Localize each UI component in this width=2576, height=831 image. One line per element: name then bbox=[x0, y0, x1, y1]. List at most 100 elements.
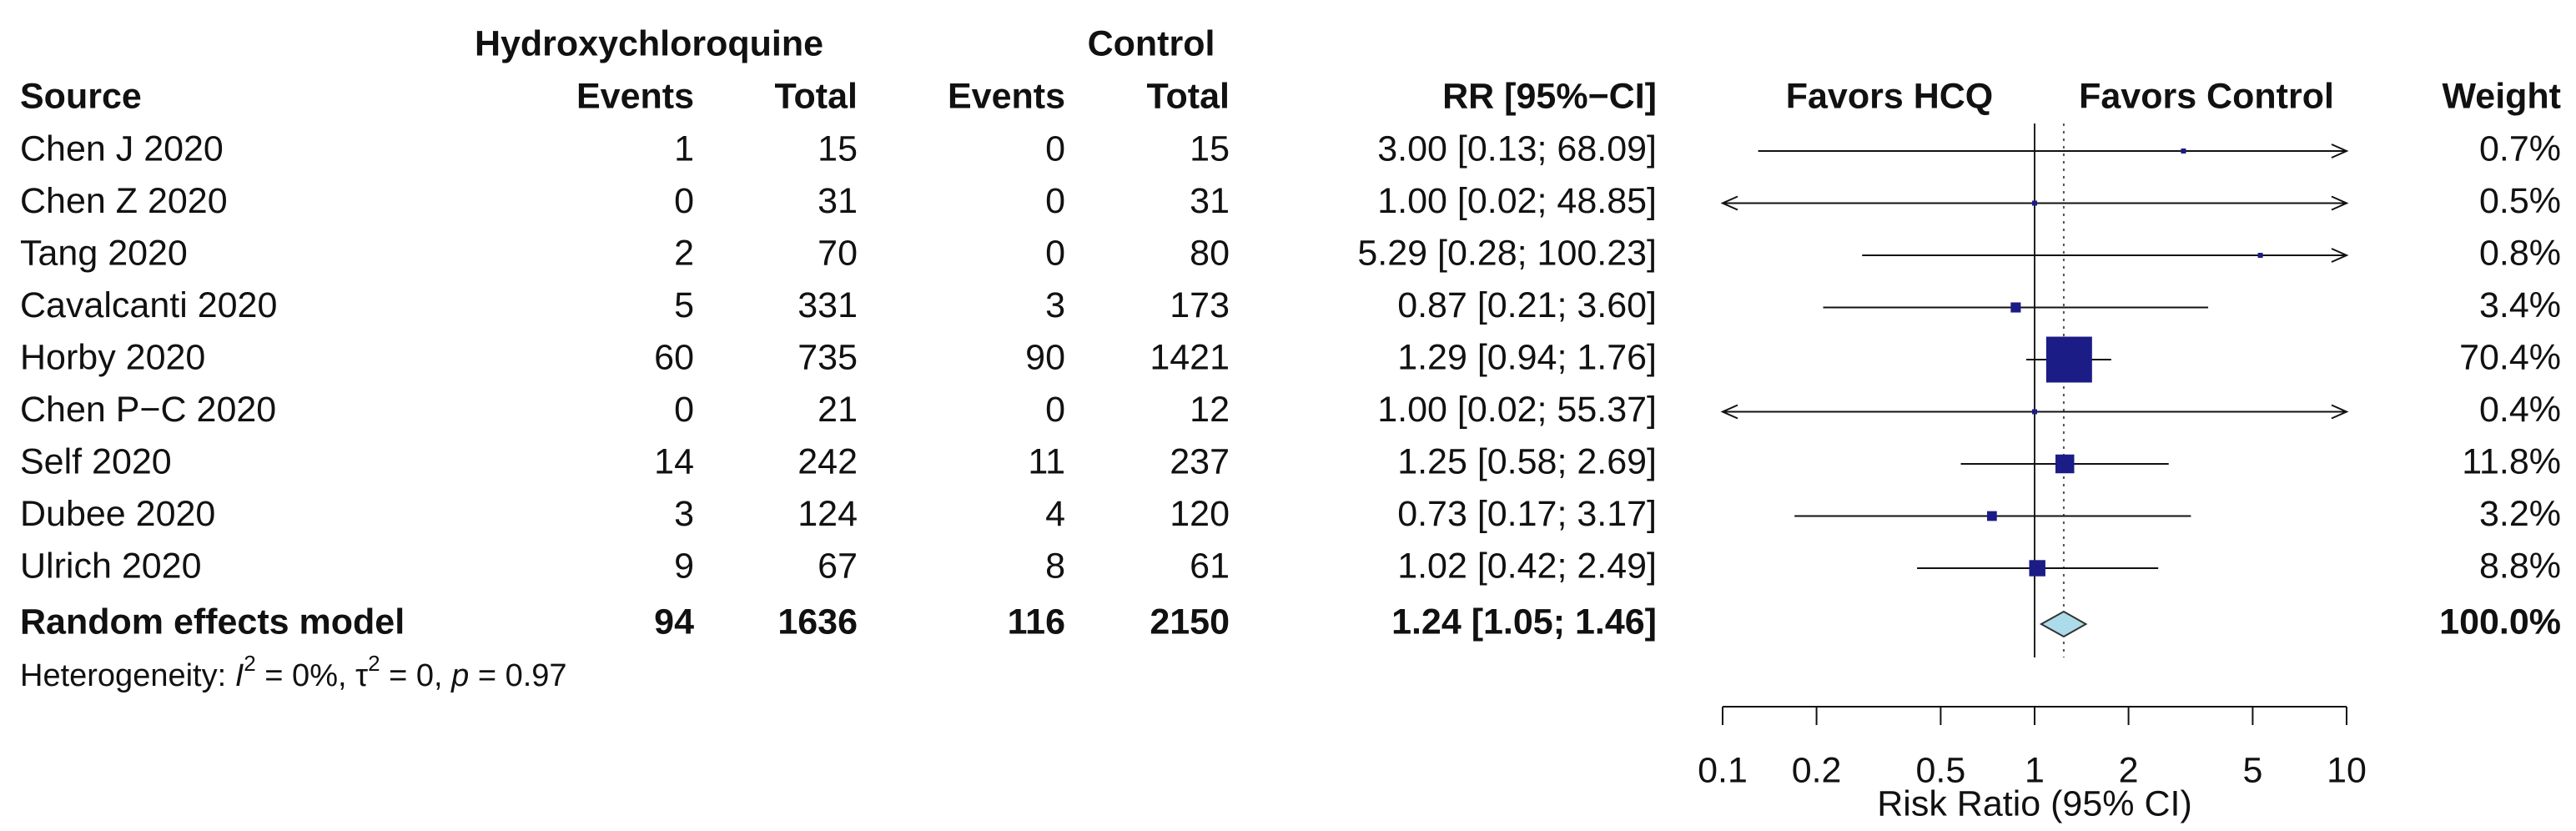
group-header: Hydroxychloroquine bbox=[475, 23, 823, 63]
cell: 5 bbox=[674, 285, 694, 325]
column-header: Events bbox=[948, 76, 1065, 116]
ci-arrow bbox=[2331, 195, 2349, 211]
cell: 12 bbox=[1190, 390, 1230, 430]
cell: 90 bbox=[1025, 337, 1065, 377]
cell: 0 bbox=[1045, 181, 1065, 221]
cell: 1.00 [0.02; 55.37] bbox=[1377, 390, 1657, 430]
cell: 8 bbox=[1045, 546, 1065, 586]
cell: 1636 bbox=[777, 602, 858, 642]
cell: 0.7% bbox=[2479, 128, 2561, 169]
x-tick-label: 0.2 bbox=[1792, 750, 1842, 790]
cell: 5.29 [0.28; 100.23] bbox=[1357, 233, 1657, 273]
study-name: Horby 2020 bbox=[20, 337, 205, 377]
cell: 0.87 [0.21; 3.60] bbox=[1397, 285, 1657, 325]
heterogeneity-part: = 0, bbox=[380, 658, 452, 693]
heterogeneity-part: 2 bbox=[368, 651, 380, 676]
heterogeneity-part: 2 bbox=[244, 651, 255, 676]
ci-arrow bbox=[2331, 144, 2349, 159]
study-name: Self 2020 bbox=[20, 441, 172, 481]
column-header: Weight bbox=[2442, 76, 2561, 116]
ci-arrow bbox=[2331, 248, 2349, 263]
cell: 11 bbox=[1028, 441, 1065, 481]
study-name: Cavalcanti 2020 bbox=[20, 285, 277, 325]
cell: 1.02 [0.42; 2.49] bbox=[1397, 546, 1657, 586]
x-axis-label: Risk Ratio (95% CI) bbox=[1877, 783, 2192, 823]
effect-square bbox=[1987, 511, 1997, 521]
heterogeneity-part: Heterogeneity: bbox=[20, 658, 235, 693]
cell: 0.8% bbox=[2479, 233, 2561, 273]
cell: 1.25 [0.58; 2.69] bbox=[1397, 441, 1657, 481]
cell: 1.24 [1.05; 1.46] bbox=[1391, 602, 1657, 642]
cell: 70 bbox=[818, 233, 858, 273]
x-tick-label: 0.1 bbox=[1698, 750, 1748, 790]
cell: 2150 bbox=[1150, 602, 1230, 642]
cell: 3.2% bbox=[2479, 494, 2561, 534]
cell: 61 bbox=[1190, 546, 1230, 586]
ci-arrow bbox=[2331, 404, 2349, 420]
cell: 15 bbox=[818, 128, 858, 169]
column-header: Total bbox=[1146, 76, 1230, 116]
x-tick-label: 5 bbox=[2242, 750, 2262, 790]
cell: 0 bbox=[1045, 128, 1065, 169]
column-header: Total bbox=[774, 76, 858, 116]
effect-square bbox=[2029, 560, 2045, 577]
effect-square bbox=[2032, 200, 2037, 206]
x-tick-label: 1 bbox=[2025, 750, 2045, 790]
cell: 3.4% bbox=[2479, 285, 2561, 325]
cell: 15 bbox=[1190, 128, 1230, 169]
effect-square bbox=[2045, 336, 2092, 383]
column-header: Events bbox=[576, 76, 694, 116]
study-name: Tang 2020 bbox=[20, 233, 188, 273]
cell: 0.5% bbox=[2479, 181, 2561, 221]
cell: 94 bbox=[654, 602, 694, 642]
cell: 124 bbox=[797, 494, 858, 534]
effect-square bbox=[2257, 253, 2263, 258]
cell: 1 bbox=[674, 128, 694, 169]
cell: 120 bbox=[1170, 494, 1230, 534]
cell: 1421 bbox=[1150, 337, 1230, 377]
cell: 735 bbox=[797, 337, 858, 377]
cell: 1.00 [0.02; 48.85] bbox=[1377, 181, 1657, 221]
cell: 173 bbox=[1170, 285, 1230, 325]
cell: 80 bbox=[1190, 233, 1230, 273]
cell: 0 bbox=[674, 181, 694, 221]
heterogeneity-part: = 0%, bbox=[256, 658, 355, 693]
cell: 3 bbox=[674, 494, 694, 534]
heterogeneity: Heterogeneity: I2 = 0%, τ2 = 0, p = 0.97 bbox=[20, 651, 567, 693]
ci-arrow bbox=[1720, 404, 1738, 420]
cell: 237 bbox=[1170, 441, 1230, 481]
cell: 21 bbox=[818, 390, 858, 430]
cell: 116 bbox=[1008, 602, 1065, 642]
cell: 242 bbox=[797, 441, 858, 481]
cell: 9 bbox=[674, 546, 694, 586]
column-header: Source bbox=[20, 76, 142, 116]
cell: 0.4% bbox=[2479, 390, 2561, 430]
x-tick-label: 10 bbox=[2327, 750, 2367, 790]
study-name: Dubee 2020 bbox=[20, 494, 215, 534]
x-tick-label: 2 bbox=[2119, 750, 2139, 790]
cell: 4 bbox=[1045, 494, 1065, 534]
cell: 31 bbox=[1190, 181, 1230, 221]
cell: 0 bbox=[1045, 390, 1065, 430]
effect-square bbox=[2010, 302, 2021, 313]
cell: 0.73 [0.17; 3.17] bbox=[1397, 494, 1657, 534]
effect-square bbox=[2032, 409, 2037, 415]
cell: 70.4% bbox=[2459, 337, 2561, 377]
heterogeneity-part: τ bbox=[355, 658, 368, 693]
column-header: RR [95%−CI] bbox=[1442, 76, 1657, 116]
cell: 0 bbox=[1045, 233, 1065, 273]
cell: 0 bbox=[674, 390, 694, 430]
x-tick-label: 0.5 bbox=[1916, 750, 1966, 790]
heterogeneity-part: p bbox=[450, 658, 469, 693]
study-name: Random effects model bbox=[20, 602, 405, 642]
group-header: Control bbox=[1088, 23, 1215, 63]
effect-square bbox=[2055, 454, 2075, 474]
study-name: Chen Z 2020 bbox=[20, 181, 228, 221]
cell: 31 bbox=[818, 181, 858, 221]
cell: 100.0% bbox=[2439, 602, 2561, 642]
cell: 14 bbox=[654, 441, 694, 481]
study-name: Chen J 2020 bbox=[20, 128, 224, 169]
cell: 11.8% bbox=[2462, 441, 2561, 481]
cell: 67 bbox=[818, 546, 858, 586]
cell: 3.00 [0.13; 68.09] bbox=[1377, 128, 1657, 169]
